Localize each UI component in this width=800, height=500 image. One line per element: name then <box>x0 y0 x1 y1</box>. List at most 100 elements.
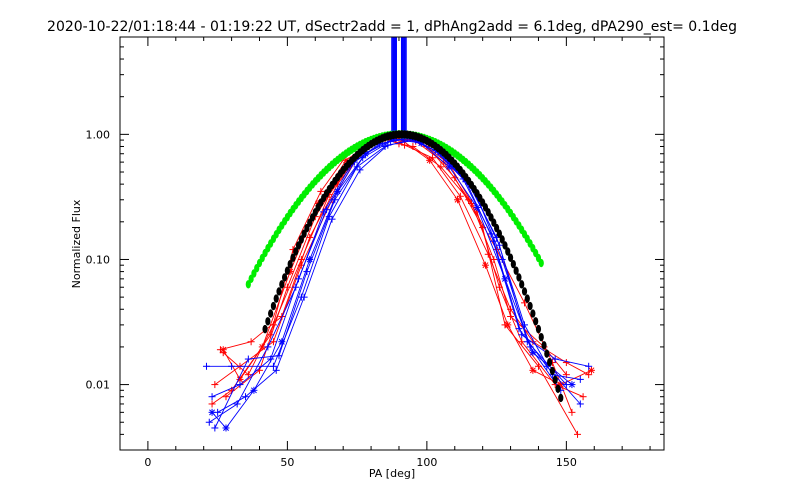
series-8-point-5 <box>356 166 364 174</box>
fit-1-dot <box>265 317 271 326</box>
fit-curve-1 <box>262 130 564 403</box>
x-tick-label-1: 50 <box>280 456 294 469</box>
series-0-point-14 <box>568 408 576 416</box>
series-10-point-1 <box>244 355 252 363</box>
plot-area <box>202 37 595 438</box>
fit-1-dot <box>298 235 304 244</box>
series-line-8 <box>217 139 567 413</box>
plot-frame <box>119 36 665 451</box>
series-1-point-2 <box>269 338 277 346</box>
series-4-point-0 <box>222 393 230 401</box>
series-7-point-13 <box>585 362 593 370</box>
fit-1-dot <box>516 273 522 282</box>
marker-d2 <box>362 150 369 157</box>
y-axis: 1.00 0.10 0.01 <box>86 36 664 451</box>
y-tick-label-1: 0.10 <box>86 253 111 266</box>
fit-1-dot <box>530 309 536 318</box>
fit-1-dot <box>496 229 503 238</box>
fit-1-dot <box>549 366 556 376</box>
marker-d2 <box>259 343 266 350</box>
series-11-point-0 <box>208 408 216 416</box>
x-tick-label-3: 150 <box>556 456 577 469</box>
y-axis-label: Normalized Flux <box>70 199 83 288</box>
series-9-point-1 <box>233 400 241 408</box>
series-5-point-14 <box>587 366 595 374</box>
fit-1-dot <box>524 294 530 303</box>
series-9-point-3 <box>292 283 300 291</box>
series-line-11 <box>211 138 573 429</box>
marker-d2 <box>529 349 536 356</box>
marker-d2 <box>446 163 453 170</box>
marker-d2 <box>209 409 216 416</box>
fit-1-dot <box>281 273 288 282</box>
series-7-point-1 <box>236 381 244 389</box>
series-9-point-13 <box>576 400 584 408</box>
series-4 <box>222 131 582 438</box>
series-11-point-12 <box>529 349 537 357</box>
series-1 <box>211 133 570 389</box>
fit-1-dot <box>290 253 296 262</box>
fit-1-dot <box>510 259 516 269</box>
fit-1-dot <box>527 301 533 311</box>
marker-d2 <box>342 157 349 164</box>
series-10-point-3 <box>303 268 311 276</box>
series-2-point-13 <box>562 359 570 367</box>
series-6-point-0 <box>202 362 210 370</box>
series-7 <box>208 134 593 401</box>
series-11-point-5 <box>334 187 342 195</box>
series-7-point-12 <box>551 355 559 363</box>
fit-1-dot <box>505 247 511 256</box>
series-1-point-0 <box>211 381 219 389</box>
series-3-point-1 <box>247 338 255 346</box>
y-tick-label-2: 0.01 <box>86 379 111 392</box>
series-11-point-1 <box>222 424 230 432</box>
fit-1-dot <box>279 280 285 289</box>
series-4-point-12 <box>574 430 582 438</box>
series-4-point-11 <box>534 362 542 370</box>
series-11-point-10 <box>473 204 481 212</box>
fit-1-dot <box>535 324 542 334</box>
series-2-point-0 <box>208 400 216 408</box>
series-line-3 <box>220 135 584 398</box>
fit-1-dot <box>544 349 550 358</box>
series-2-point-4 <box>317 187 325 195</box>
marker-d2 <box>236 376 243 383</box>
fit-1-dot <box>519 280 525 289</box>
fit-1-dot <box>558 393 564 403</box>
fit-1-dot <box>268 309 274 318</box>
series-0-point-1 <box>244 371 252 379</box>
series-7-point-0 <box>208 393 216 401</box>
series-0-point-12 <box>521 299 529 307</box>
marker-d2 <box>502 275 508 282</box>
series-3 <box>216 131 587 401</box>
marker-d2 <box>278 338 285 345</box>
fit-1-dot <box>273 294 279 303</box>
fit-1-dot <box>499 235 505 244</box>
marker-d2 <box>223 424 229 431</box>
fit-1-dot <box>552 375 558 384</box>
series-11-point-11 <box>501 275 509 283</box>
marker-d2 <box>529 367 536 374</box>
series-5-point-8 <box>426 156 434 164</box>
fit-0-dot <box>538 258 544 268</box>
fit-1-dot <box>295 241 302 250</box>
marker-d2 <box>504 321 511 328</box>
fit-1-dot <box>276 287 282 296</box>
fit-1-dot <box>270 301 277 311</box>
marker-d2 <box>334 188 341 195</box>
fit-1-dot <box>287 259 293 269</box>
marker-d2 <box>426 157 433 164</box>
series-6-point-1 <box>228 362 236 370</box>
series-6-point-2 <box>269 362 277 370</box>
fit-1-dot <box>533 317 539 326</box>
series-11-point-9 <box>445 163 453 171</box>
series-11-point-4 <box>306 255 314 263</box>
series-8-point-1 <box>242 393 250 401</box>
fit-1-dot <box>547 358 553 367</box>
x-tick-label-0: 0 <box>144 456 151 469</box>
series-2-point-14 <box>585 371 593 379</box>
series-3-point-10 <box>495 283 503 291</box>
marker-d2 <box>482 262 489 269</box>
series-11-point-3 <box>278 338 286 346</box>
series-8-point-2 <box>272 366 280 374</box>
